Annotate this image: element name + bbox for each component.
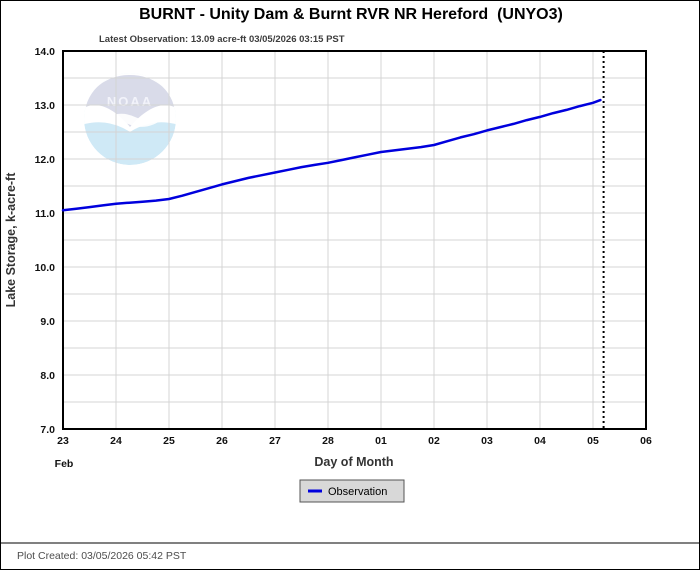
- x-tick-label: 28: [322, 435, 334, 447]
- x-tick-label: 02: [428, 435, 440, 447]
- legend-box: [299, 479, 405, 503]
- x-axis-title: Day of Month: [314, 455, 393, 469]
- latest-observation-text: Latest Observation: 13.09 acre-ft 03/05/…: [99, 34, 345, 45]
- plot-created-text: Plot Created: 03/05/2026 05:42 PST: [17, 550, 187, 562]
- y-axis-title: Lake Storage, k-acre-ft: [4, 172, 18, 308]
- month-label: Feb: [55, 458, 74, 470]
- grid-layer: [63, 50, 646, 430]
- x-tick-label: 06: [640, 435, 652, 447]
- y-tick-label: 8.0: [40, 370, 55, 382]
- x-tick-label: 24: [110, 435, 122, 447]
- x-tick-label: 01: [375, 435, 387, 447]
- tick-labels: 7.0 8.0 9.0 10.0 11.0 12.0 13.0 14.0 23 24 25 26 27 2…: [35, 46, 652, 447]
- noaa-logo-wings: [86, 75, 174, 127]
- x-tick-label: 04: [534, 435, 546, 447]
- y-tick-label: 9.0: [40, 316, 55, 328]
- chart-title: BURNT - Unity Dam & Burnt RVR NR Herefor…: [139, 6, 563, 23]
- y-tick-label: 10.0: [35, 262, 56, 274]
- y-tick-label: 12.0: [35, 154, 56, 166]
- y-tick-label: 11.0: [35, 208, 55, 220]
- curve-layer: [61, 51, 605, 429]
- x-tick-label: 03: [481, 435, 493, 447]
- x-tick-label: 27: [269, 435, 281, 447]
- x-tick-label: 23: [57, 435, 69, 447]
- x-tick-label: 26: [216, 435, 228, 447]
- y-tick-label: 13.0: [35, 100, 56, 112]
- x-tick-label: 05: [587, 435, 599, 447]
- legend: Observation: [299, 479, 405, 503]
- plot-border: [62, 50, 647, 430]
- noaa-logo-watermark: NOAA: [84, 73, 176, 165]
- y-tick-label: 14.0: [35, 46, 56, 58]
- x-tick-label: 25: [163, 435, 175, 447]
- y-tick-label: 7.0: [40, 424, 55, 436]
- noaa-logo-bird: [97, 113, 164, 127]
- legend-label: Observation: [328, 486, 387, 498]
- noaa-logo-text: NOAA: [107, 94, 153, 109]
- observation-line: [61, 98, 602, 212]
